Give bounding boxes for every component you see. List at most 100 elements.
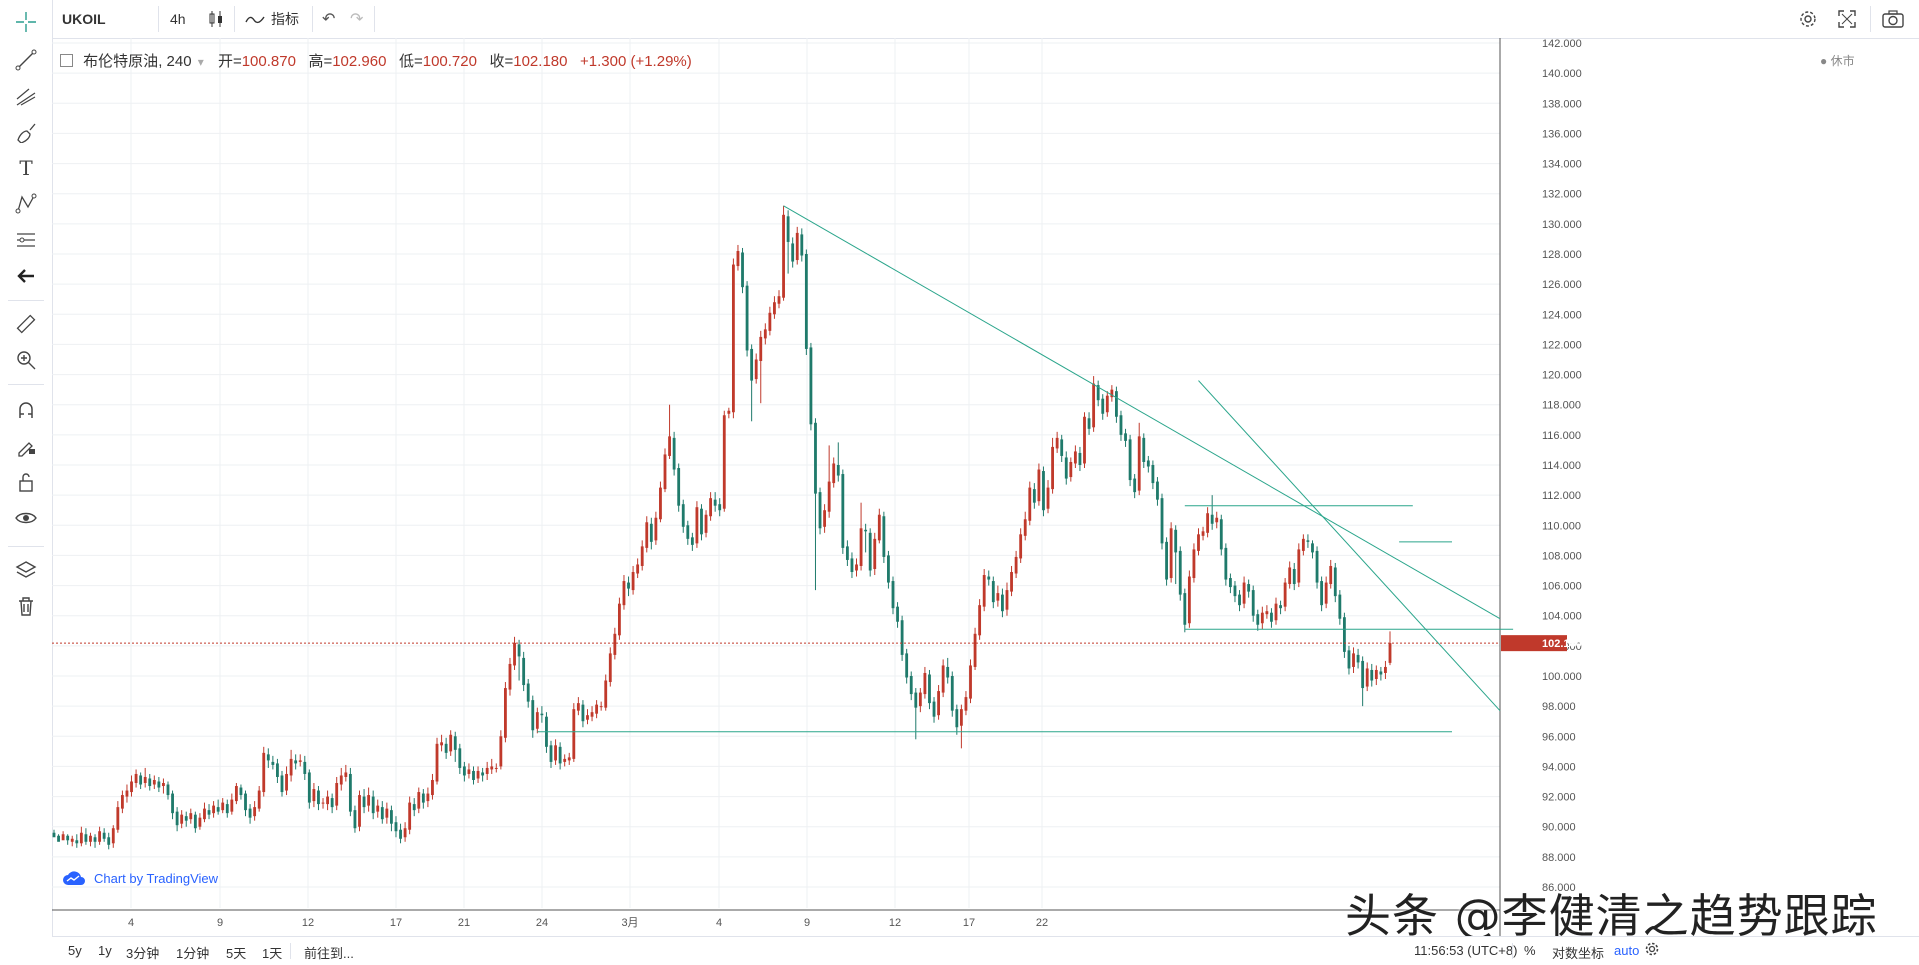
pitchfork-icon[interactable]	[12, 82, 40, 110]
symbol-search[interactable]: UKOIL	[62, 11, 106, 27]
chart-type-button[interactable]	[208, 0, 224, 38]
candle-body	[1292, 568, 1296, 585]
y-axis-tick-label: 126.000	[1542, 279, 1582, 291]
candle-body	[1283, 582, 1287, 607]
tradingview-branding[interactable]: Chart by TradingView	[62, 864, 218, 892]
range-1d[interactable]: 1天	[262, 946, 283, 961]
trash-icon[interactable]	[12, 592, 40, 620]
gear-icon	[1645, 942, 1659, 956]
candle-body	[941, 665, 945, 693]
candle-body	[1192, 549, 1196, 579]
indicators-label: 指标	[271, 11, 299, 27]
price-chart[interactable]: 142.000 140.000 138.000 136.000 134.000 132.0…	[52, 38, 1919, 936]
y-axis-tick-label: 124.000	[1542, 309, 1582, 321]
magnet-icon[interactable]	[12, 396, 40, 424]
candle-body	[558, 746, 562, 764]
candle-body	[412, 804, 416, 811]
candle-body	[362, 796, 366, 808]
candle-body	[399, 829, 402, 839]
brush-icon[interactable]	[12, 118, 40, 146]
settings-button[interactable]	[1798, 0, 1818, 38]
candle-body	[57, 835, 60, 842]
scale-settings-button[interactable]	[1644, 941, 1660, 960]
candle-body	[1178, 550, 1182, 595]
candle-body	[120, 795, 124, 809]
candle-body	[111, 828, 115, 844]
unlock-icon[interactable]	[12, 468, 40, 496]
candle-body	[276, 763, 279, 777]
candle-body	[1297, 549, 1301, 583]
indicator-wave-icon	[245, 16, 265, 24]
eye-icon[interactable]	[12, 504, 40, 532]
range-1y[interactable]: 1y	[98, 943, 112, 958]
candle-body	[978, 605, 982, 636]
candle-body	[586, 715, 589, 720]
candle-body	[1342, 617, 1346, 652]
y-axis-tick-label: 112.000	[1542, 490, 1581, 502]
crosshair-icon[interactable]	[12, 8, 40, 36]
lock-drawing-icon[interactable]	[12, 432, 40, 460]
candle-body	[1379, 671, 1383, 675]
candle-body	[257, 790, 261, 809]
zoom-icon[interactable]	[12, 346, 40, 374]
candle-body	[1142, 437, 1146, 462]
legend-toggle-icon[interactable]	[60, 54, 73, 67]
layers-icon[interactable]	[12, 556, 40, 584]
undo-button[interactable]: ↶	[322, 0, 335, 38]
y-axis-tick-label: 128.000	[1542, 249, 1582, 261]
range-5d[interactable]: 5天	[226, 946, 247, 961]
candle-body	[1210, 514, 1214, 524]
candle-body	[421, 793, 425, 803]
ruler-icon[interactable]	[12, 310, 40, 338]
camera-icon	[1882, 10, 1904, 28]
candle-body	[1238, 594, 1241, 606]
candle-body	[959, 709, 963, 726]
y-axis-tick-label: 92.000	[1542, 792, 1576, 804]
candle-body	[1055, 437, 1059, 449]
range-1min[interactable]: 1分钟	[176, 946, 210, 961]
snapshot-button[interactable]	[1882, 0, 1904, 38]
candle-body	[1174, 529, 1178, 553]
goto-date-button[interactable]: 前往到...	[304, 946, 354, 961]
candle-body	[987, 576, 991, 580]
candle-body	[659, 487, 662, 520]
candle-body	[1197, 534, 1200, 551]
candle-body	[686, 525, 690, 539]
measure-tool-icon[interactable]	[12, 226, 40, 254]
candle-body	[567, 757, 571, 761]
candle-body	[1333, 567, 1337, 597]
market-status: ● 休市	[1820, 54, 1855, 68]
candle-body	[143, 776, 147, 784]
chevron-down-icon[interactable]: ▾	[197, 55, 204, 69]
auto-scale-toggle[interactable]: auto	[1614, 943, 1640, 958]
percent-toggle[interactable]: %	[1524, 943, 1536, 958]
log-scale-toggle[interactable]: 对数坐标	[1552, 946, 1605, 961]
fullscreen-button[interactable]	[1838, 0, 1856, 38]
indicators-button[interactable]: 指标	[245, 0, 299, 38]
candle-body	[1110, 389, 1114, 398]
candle-body	[203, 808, 206, 820]
text-icon[interactable]: T	[19, 156, 33, 180]
candle-body	[390, 810, 393, 824]
candle-body	[162, 783, 165, 787]
y-axis-tick-label: 130.000	[1542, 219, 1582, 231]
candle-body	[139, 775, 143, 785]
candle-body	[754, 359, 758, 380]
pattern-icon[interactable]	[12, 190, 40, 218]
candle-body	[1010, 572, 1013, 592]
range-3min[interactable]: 3分钟	[126, 946, 160, 961]
redo-button[interactable]: ↷	[350, 0, 363, 38]
trend-line-icon[interactable]	[12, 46, 40, 74]
candle-body	[595, 704, 599, 714]
range-5y[interactable]: 5y	[68, 943, 82, 958]
y-axis-tick-label: 132.000	[1542, 189, 1582, 201]
candle-body	[171, 793, 174, 814]
candle-body	[672, 437, 676, 470]
candle-body	[604, 680, 608, 708]
candle-body	[535, 712, 539, 729]
interval-selector[interactable]: 4h	[170, 11, 186, 27]
candle-body	[923, 672, 927, 695]
watermark-text: 头条 @李健清之趋势跟踪	[1345, 889, 1878, 943]
back-arrow-icon[interactable]	[12, 262, 40, 290]
y-axis-tick-label: 104.000	[1542, 611, 1582, 623]
